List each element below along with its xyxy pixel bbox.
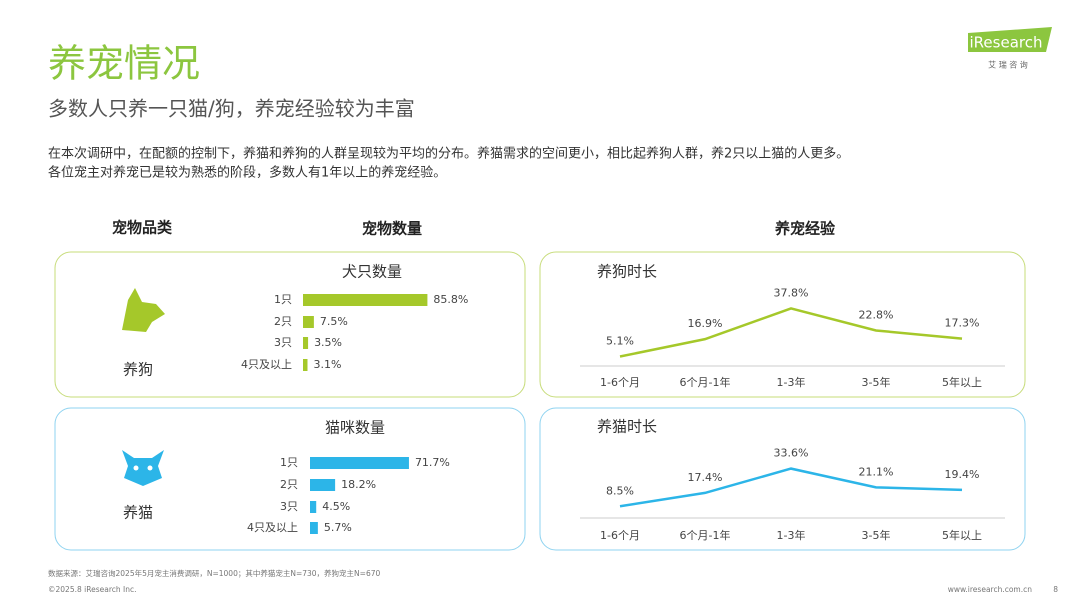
value-label: 33.6% [774, 447, 809, 460]
category-label: 3只 [280, 500, 298, 513]
page-number: 8 [1053, 585, 1058, 594]
chart-title: 犬只数量 [342, 263, 402, 281]
panel [539, 407, 1026, 551]
value-label: 7.5% [320, 315, 348, 328]
chart-title: 养狗时长 [597, 263, 657, 281]
logo: iResearch [970, 34, 1043, 52]
description: 在本次调研中，在配额的控制下，养猫和养狗的人群呈现较为平均的分布。养猫需求的空间… [48, 146, 849, 162]
value-label: 37.8% [774, 286, 809, 299]
source: 数据来源：艾瑞咨询2025年5月宠主消费调研，N=1000；其中养猫宠主N=73… [48, 568, 380, 578]
panel [54, 251, 526, 398]
category-label: 1-6个月 [600, 529, 640, 542]
value-label: 71.7% [415, 456, 450, 469]
bar [303, 316, 314, 328]
dog-icon [122, 288, 165, 332]
category-label: 5年以上 [942, 528, 982, 542]
panel [539, 251, 1026, 398]
value-label: 17.4% [688, 471, 723, 484]
category-label: 6个月-1年 [680, 375, 731, 389]
line [619, 307, 963, 358]
line [619, 467, 963, 508]
value-label: 85.8% [433, 293, 468, 306]
bar [310, 501, 317, 513]
bar [310, 522, 318, 534]
value-label: 3.1% [313, 358, 341, 371]
bar [310, 457, 409, 469]
category-label: 2只 [280, 478, 298, 491]
pet-label: 养狗 [123, 361, 153, 379]
chart-title: 养猫时长 [597, 418, 657, 436]
category-label: 5年以上 [942, 375, 982, 389]
page-title: 养宠情况 [48, 42, 200, 86]
value-label: 22.8% [859, 308, 894, 321]
copyright: ©2025.8 iResearch Inc. [48, 585, 136, 594]
category-label: 1-3年 [777, 375, 806, 389]
bar [303, 337, 309, 349]
panel [54, 407, 526, 551]
category-label: 1只 [274, 293, 292, 306]
value-label: 19.4% [945, 468, 980, 481]
bar [303, 294, 428, 306]
category-label: 2只 [274, 315, 292, 328]
value-label: 4.5% [322, 500, 350, 513]
bar [303, 359, 308, 371]
category-label: 1只 [280, 456, 298, 469]
column-header: 养宠经验 [774, 220, 836, 238]
value-label: 17.3% [945, 317, 980, 330]
chart-title: 猫咪数量 [325, 419, 385, 437]
value-label: 5.7% [324, 521, 352, 534]
description: 各位宠主对养宠已是较为熟悉的阶段，多数人有1年以上的养宠经验。 [48, 165, 446, 181]
page-subtitle: 多数人只养一只猫/狗，养宠经验较为丰富 [48, 97, 415, 121]
value-label: 21.1% [859, 465, 894, 478]
value-label: 18.2% [341, 478, 376, 491]
category-label: 6个月-1年 [680, 528, 731, 542]
logo-badge [968, 27, 1052, 52]
category-label: 3只 [274, 336, 292, 349]
column-header: 宠物数量 [362, 220, 422, 238]
category-label: 1-6个月 [600, 376, 640, 389]
value-label: 8.5% [606, 484, 634, 497]
category-label: 1-3年 [777, 528, 806, 542]
value-label: 16.9% [688, 317, 723, 330]
pet-label: 养猫 [123, 504, 153, 522]
url: www.iresearch.com.cn [948, 585, 1033, 594]
category-label: 3-5年 [862, 528, 891, 542]
category-label: 4只及以上 [241, 358, 292, 371]
logo-sub: 艾 瑞 咨 询 [988, 60, 1028, 70]
cat-icon [122, 450, 164, 486]
category-label: 3-5年 [862, 375, 891, 389]
category-label: 4只及以上 [247, 521, 298, 534]
value-label: 5.1% [606, 335, 634, 348]
value-label: 3.5% [314, 336, 342, 349]
bar [310, 479, 336, 491]
column-header: 宠物品类 [112, 219, 173, 237]
